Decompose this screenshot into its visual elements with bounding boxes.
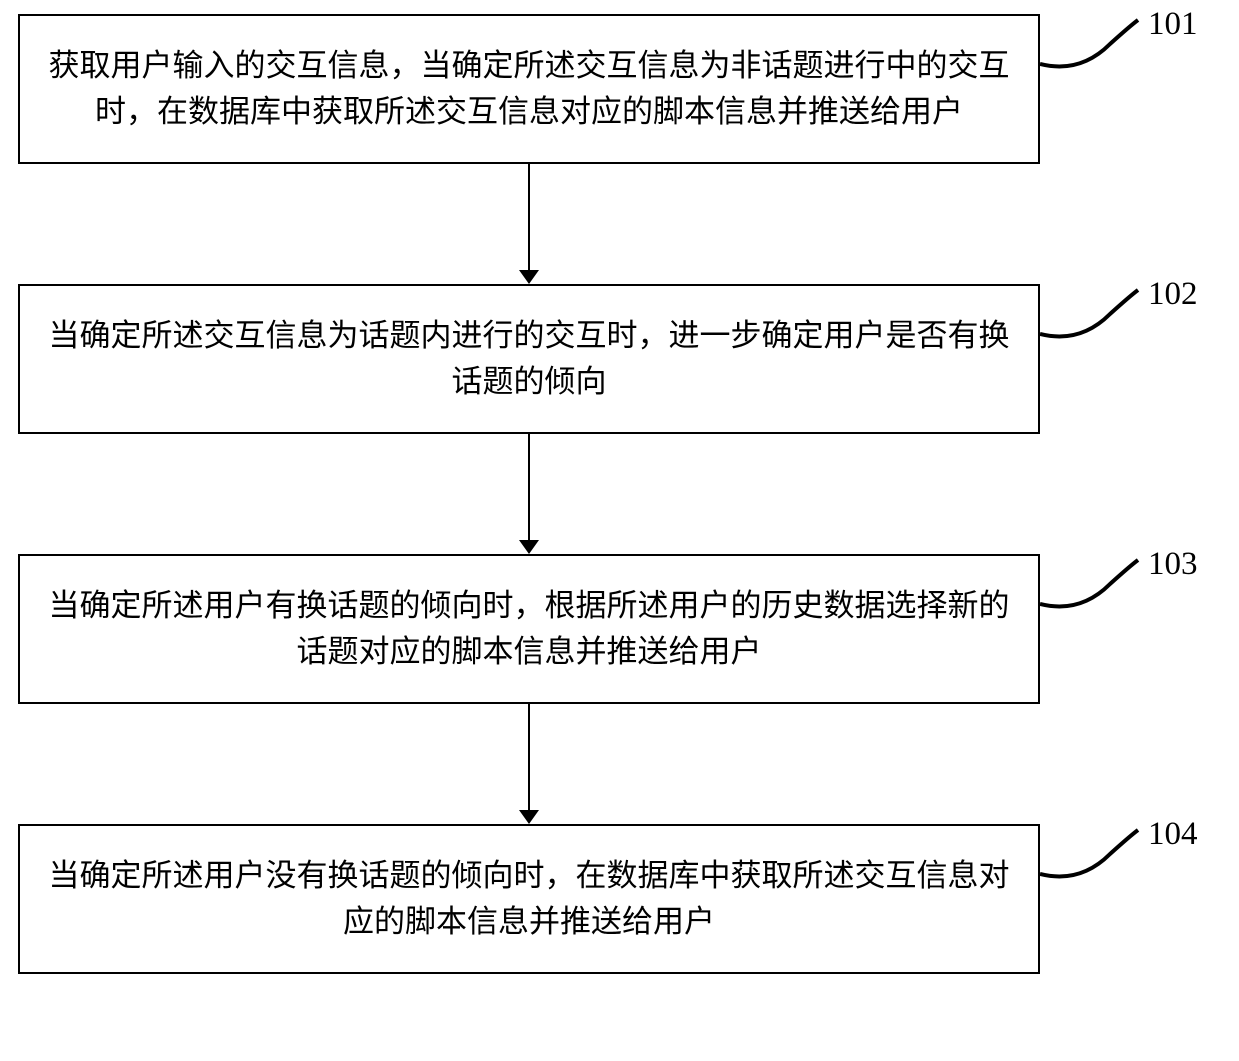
arrow-3-4-head (519, 810, 539, 824)
arrow-1-2-line (528, 164, 530, 270)
flow-node-3-text: 当确定所述用户有换话题的倾向时，根据所述用户的历史数据选择新的话题对应的脚本信息… (44, 583, 1014, 676)
callout-3 (1040, 554, 1140, 614)
arrow-1-2-head (519, 270, 539, 284)
flow-label-3-text: 103 (1148, 546, 1198, 582)
flow-label-3: 103 (1148, 546, 1198, 583)
arrow-2-3-line (528, 434, 530, 540)
callout-4 (1040, 824, 1140, 884)
flow-node-3: 当确定所述用户有换话题的倾向时，根据所述用户的历史数据选择新的话题对应的脚本信息… (18, 554, 1040, 704)
arrow-2-3-head (519, 540, 539, 554)
flow-label-2-text: 102 (1148, 276, 1198, 312)
callout-2 (1040, 284, 1140, 344)
flow-label-4-text: 104 (1148, 816, 1198, 852)
flow-label-1: 101 (1148, 6, 1198, 43)
flow-node-1-text: 获取用户输入的交互信息，当确定所述交互信息为非话题进行中的交互时，在数据库中获取… (44, 43, 1014, 136)
arrow-3-4-line (528, 704, 530, 810)
flowchart-canvas: 获取用户输入的交互信息，当确定所述交互信息为非话题进行中的交互时，在数据库中获取… (0, 0, 1239, 1061)
flow-node-4: 当确定所述用户没有换话题的倾向时，在数据库中获取所述交互信息对应的脚本信息并推送… (18, 824, 1040, 974)
flow-label-1-text: 101 (1148, 6, 1198, 42)
flow-label-4: 104 (1148, 816, 1198, 853)
flow-node-4-text: 当确定所述用户没有换话题的倾向时，在数据库中获取所述交互信息对应的脚本信息并推送… (44, 853, 1014, 946)
flow-label-2: 102 (1148, 276, 1198, 313)
flow-node-1: 获取用户输入的交互信息，当确定所述交互信息为非话题进行中的交互时，在数据库中获取… (18, 14, 1040, 164)
flow-node-2: 当确定所述交互信息为话题内进行的交互时，进一步确定用户是否有换话题的倾向 (18, 284, 1040, 434)
flow-node-2-text: 当确定所述交互信息为话题内进行的交互时，进一步确定用户是否有换话题的倾向 (44, 313, 1014, 406)
callout-1 (1040, 14, 1140, 74)
